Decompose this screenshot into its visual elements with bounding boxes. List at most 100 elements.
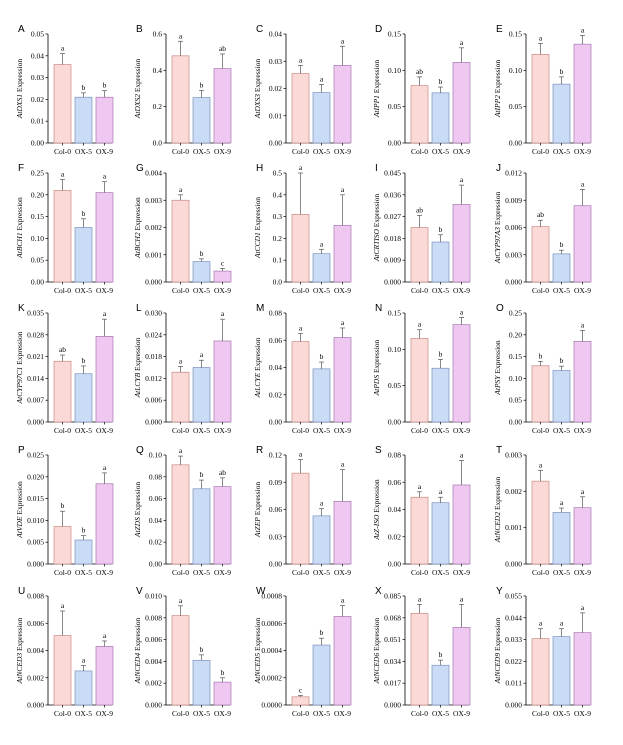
x-tick-label: Col-0 xyxy=(411,147,428,156)
y-tick-label: 0.003 xyxy=(145,196,162,205)
panel-J: J AtCYP97A3 Expression 0.000 0.003 0.006 0.00… xyxy=(493,163,592,295)
y-axis-label-suffix: Expression xyxy=(15,197,24,232)
panel-H: H AtCCD1 Expression 0.0 0.1 0.2 0.3 0.4 0.5 a Col… xyxy=(253,163,352,295)
y-axis-label: AtZEP Expression xyxy=(253,482,262,538)
significance-letter: a xyxy=(341,318,345,327)
y-axis-label-suffix: Expression xyxy=(493,476,502,511)
y-axis-label: AtZ-ISO Expression xyxy=(372,479,381,540)
x-tick-label: OX-5 xyxy=(553,568,570,577)
significance-letter: a xyxy=(103,309,107,318)
y-tick-label: 0.00 xyxy=(388,139,401,148)
x-tick-label: OX-9 xyxy=(574,709,591,718)
panel-label: G xyxy=(136,163,144,174)
significance-letter: a xyxy=(299,323,303,332)
significance-letter: b xyxy=(560,356,564,365)
x-tick-label: OX-9 xyxy=(214,147,231,156)
y-tick-label: 0.01 xyxy=(269,111,282,120)
y-axis-label-suffix: Expression xyxy=(493,192,502,227)
y-tick-label: 0.0002 xyxy=(261,673,282,682)
significance-letter: a xyxy=(581,25,585,34)
y-tick-label: 0.045 xyxy=(384,169,401,178)
gene-name: AtNCED9 xyxy=(493,653,502,685)
y-tick-label: 0.004 xyxy=(145,169,162,178)
y-tick-label: 0.012 xyxy=(505,169,522,178)
gene-name: AtIPP1 xyxy=(372,95,381,118)
significance-letter: b xyxy=(82,83,86,92)
y-tick-label: 0.00 xyxy=(269,139,282,148)
y-tick-label: 0.25 xyxy=(509,309,522,318)
x-tick-label: Col-0 xyxy=(172,286,189,295)
y-tick-label: 0.000 xyxy=(505,278,522,287)
y-tick-label: 0.003 xyxy=(505,250,522,259)
x-tick-label: Col-0 xyxy=(532,286,549,295)
y-tick-label: 0.02 xyxy=(269,84,282,93)
x-tick-label: OX-9 xyxy=(334,709,351,718)
y-tick-label: 0.06 xyxy=(269,336,282,345)
y-tick-label: 0.00 xyxy=(509,139,522,148)
bar-ox-5 xyxy=(74,539,93,565)
x-tick-label: Col-0 xyxy=(54,709,71,718)
y-tick-label: 0.000 xyxy=(145,418,162,427)
y-tick-label: 0.009 xyxy=(505,196,522,205)
x-tick-label: Col-0 xyxy=(54,147,71,156)
panel-label: N xyxy=(375,303,382,314)
y-tick-label: 0.025 xyxy=(27,451,44,460)
bar-col-0 xyxy=(171,615,190,706)
panel-label: E xyxy=(496,24,503,35)
y-tick-label: 0.05 xyxy=(388,381,401,390)
bar-col-0 xyxy=(410,227,429,283)
significance-letter: a xyxy=(460,175,464,184)
y-tick-label: 0.03 xyxy=(269,532,282,541)
significance-letter: a xyxy=(179,356,183,365)
significance-letter: b xyxy=(439,225,443,234)
bar-col-0 xyxy=(531,480,550,565)
x-tick-label: OX-5 xyxy=(553,147,570,156)
y-tick-label: 0.08 xyxy=(269,309,282,318)
y-axis-label-suffix: Expression xyxy=(15,617,24,652)
x-tick-label: OX-5 xyxy=(75,709,92,718)
bar-col-0 xyxy=(53,635,72,706)
y-axis-label: AtNCED9 Expression xyxy=(493,617,502,684)
bar-ox-9 xyxy=(95,336,114,423)
bar-col-0 xyxy=(53,190,72,283)
bar-ox-9 xyxy=(95,483,114,565)
y-tick-label: 0.000 xyxy=(505,701,522,710)
panel-label: I xyxy=(375,163,378,174)
y-tick-label: 0.15 xyxy=(388,30,401,39)
y-tick-label: 0.05 xyxy=(388,102,401,111)
y-axis-label: AtNCED4 Expression xyxy=(133,617,142,684)
y-tick-label: 0.006 xyxy=(505,223,522,232)
y-axis-label-suffix: Expression xyxy=(372,339,381,374)
bar-ox-5 xyxy=(431,241,450,283)
gene-name: AtNCED5 xyxy=(253,653,262,685)
bar-ox-5 xyxy=(431,664,450,706)
panel-label: B xyxy=(136,24,143,35)
y-axis-label: AtDXS3 Expression xyxy=(253,59,262,120)
x-tick-label: Col-0 xyxy=(532,426,549,435)
y-tick-label: 0.001 xyxy=(505,523,522,532)
x-tick-label: OX-9 xyxy=(334,286,351,295)
gene-name: AtNCED6 xyxy=(372,653,381,685)
y-tick-label: 0.02 xyxy=(149,538,162,547)
x-tick-label: OX-9 xyxy=(453,147,470,156)
bar-ox-9 xyxy=(333,64,352,144)
y-tick-label: 0.006 xyxy=(145,635,162,644)
significance-letter: a xyxy=(103,172,107,181)
bar-ox-9 xyxy=(573,205,592,283)
y-axis-label: AtLCYE Expression xyxy=(253,337,262,398)
y-tick-label: 0.05 xyxy=(509,396,522,405)
y-tick-label: 0.0 xyxy=(273,278,283,287)
significance-letter: a xyxy=(179,596,183,605)
bar-ox-5 xyxy=(192,261,211,283)
x-tick-label: OX-5 xyxy=(193,286,210,295)
panel-W: W AtNCED5 Expression 0.0000 0.0002 0.0004 0.0… xyxy=(253,586,352,718)
panel-label: H xyxy=(256,163,263,174)
significance-letter: ab xyxy=(59,345,66,354)
bar-ox-9 xyxy=(573,507,592,565)
y-tick-label: 0.003 xyxy=(505,451,522,460)
bar-col-0 xyxy=(291,73,310,144)
panel-I: I AtCRTISO Expression 0.000 0.009 0.018 0.027… xyxy=(372,163,471,295)
y-tick-label: 0.04 xyxy=(31,51,44,60)
y-tick-label: 0.017 xyxy=(384,679,401,688)
